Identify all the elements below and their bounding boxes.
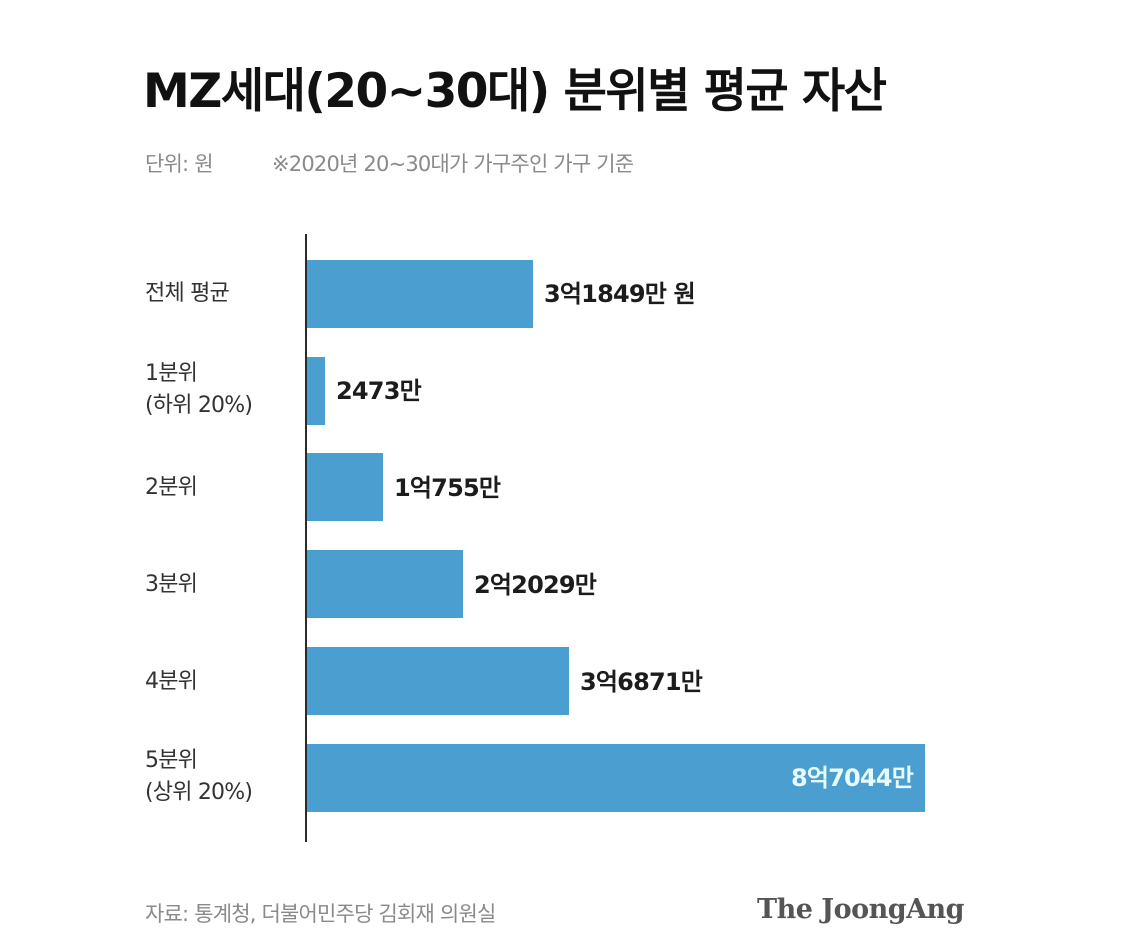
value-label-quintile-1: 2473만 [336, 377, 422, 405]
value-label-quintile-3: 2억2029만 [474, 571, 597, 599]
row-label-text: 5분위 [145, 748, 198, 773]
row-label-quintile-5: 5분위 (상위 20%) [145, 745, 253, 809]
bar-quintile-4 [307, 647, 569, 715]
row-label-total-average: 전체 평균 [145, 278, 230, 310]
unit-label: 단위: 원 [145, 152, 214, 176]
bar-quintile-5 [307, 744, 925, 812]
bar-total-average [307, 260, 533, 328]
publisher-logo: The JoongAng [757, 894, 965, 925]
y-axis-line [305, 234, 307, 842]
row-label-subtext: (하위 20%) [145, 393, 253, 418]
row-label-subtext: (상위 20%) [145, 780, 253, 805]
row-label-quintile-1: 1분위 (하위 20%) [145, 358, 253, 422]
basis-note: ※2020년 20~30대가 가구주인 가구 기준 [272, 152, 634, 176]
row-label-text: 2분위 [145, 475, 198, 500]
row-label-quintile-3: 3분위 [145, 569, 198, 601]
row-label-text: 1분위 [145, 361, 198, 386]
row-label-text: 전체 평균 [145, 281, 230, 306]
value-label-quintile-2: 1억755만 [394, 474, 501, 502]
bar-quintile-3 [307, 550, 463, 618]
value-label-total-average: 3억1849만 원 [544, 280, 696, 308]
bar-quintile-1 [307, 357, 325, 425]
row-label-text: 4분위 [145, 669, 198, 694]
row-label-quintile-2: 2분위 [145, 472, 198, 504]
row-label-quintile-4: 4분위 [145, 666, 198, 698]
source-note: 자료: 통계청, 더불어민주당 김회재 의원실 [145, 902, 496, 926]
bar-quintile-2 [307, 453, 383, 521]
value-label-quintile-4: 3억6871만 [580, 668, 703, 696]
value-label-quintile-5: 8억7044만 [790, 764, 914, 792]
chart-title: MZ세대(20~30대) 분위별 평균 자산 [143, 64, 887, 119]
row-label-text: 3분위 [145, 572, 198, 597]
